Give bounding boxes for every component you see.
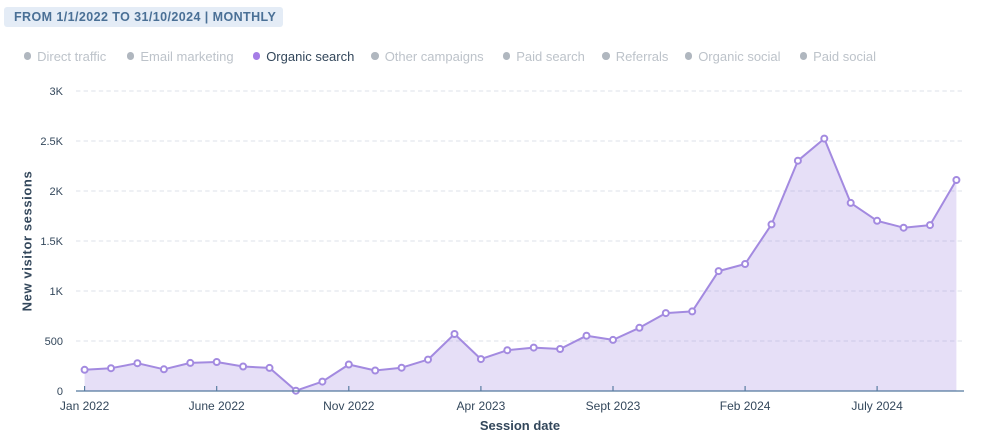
svg-text:Sept 2023: Sept 2023	[586, 399, 641, 413]
svg-text:0: 0	[57, 386, 63, 398]
svg-text:3K: 3K	[50, 86, 64, 98]
svg-text:Nov 2022: Nov 2022	[323, 399, 375, 413]
svg-text:New visitor sessions: New visitor sessions	[20, 171, 35, 312]
svg-text:Session date: Session date	[480, 418, 560, 433]
svg-text:1.5K: 1.5K	[40, 236, 63, 248]
svg-text:June 2022: June 2022	[189, 399, 245, 413]
svg-text:Jan 2022: Jan 2022	[60, 399, 110, 413]
svg-text:2.5K: 2.5K	[40, 136, 63, 148]
svg-text:Feb 2024: Feb 2024	[720, 399, 771, 413]
svg-text:1K: 1K	[50, 286, 64, 298]
svg-text:2K: 2K	[50, 186, 64, 198]
svg-text:500: 500	[45, 336, 63, 348]
svg-text:Apr 2023: Apr 2023	[457, 399, 506, 413]
svg-text:July 2024: July 2024	[851, 399, 903, 413]
